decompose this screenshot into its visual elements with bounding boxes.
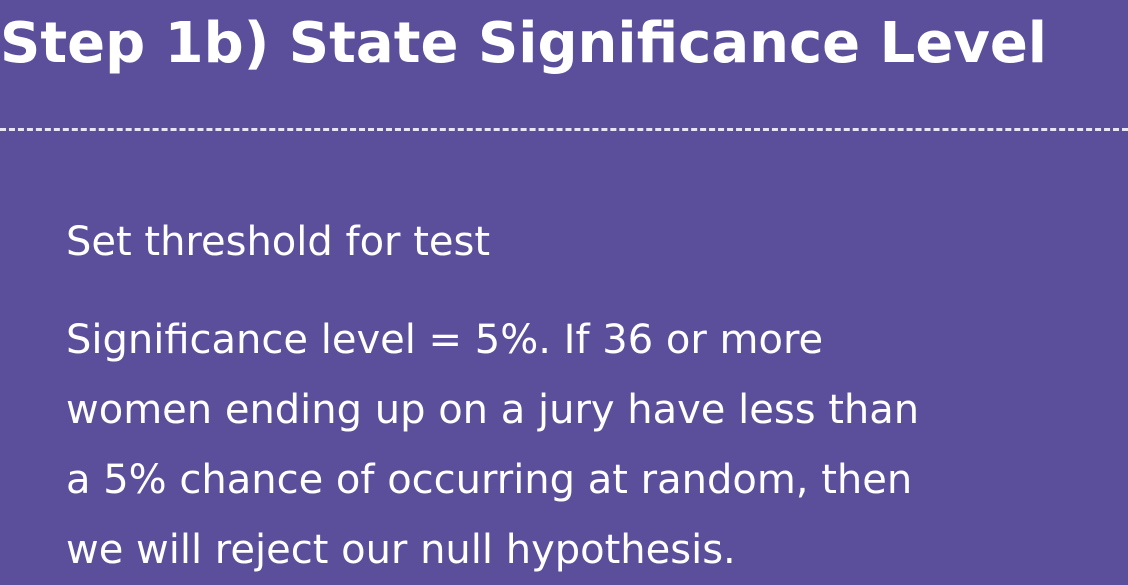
body-line: a 5% chance of occurring at random, then: [66, 457, 913, 503]
dashed-divider: [0, 128, 1128, 131]
body-line: Significance level = 5%. If 36 or more: [66, 317, 824, 363]
body-paragraph: Significance level = 5%. If 36 or more w…: [66, 305, 1116, 585]
body-line: we will reject our null hypothesis.: [66, 527, 736, 573]
subheading: Set threshold for test: [66, 219, 491, 265]
slide-title: Step 1b) State Significance Level: [0, 11, 1047, 76]
body-line: women ending up on a jury have less than: [66, 387, 920, 433]
